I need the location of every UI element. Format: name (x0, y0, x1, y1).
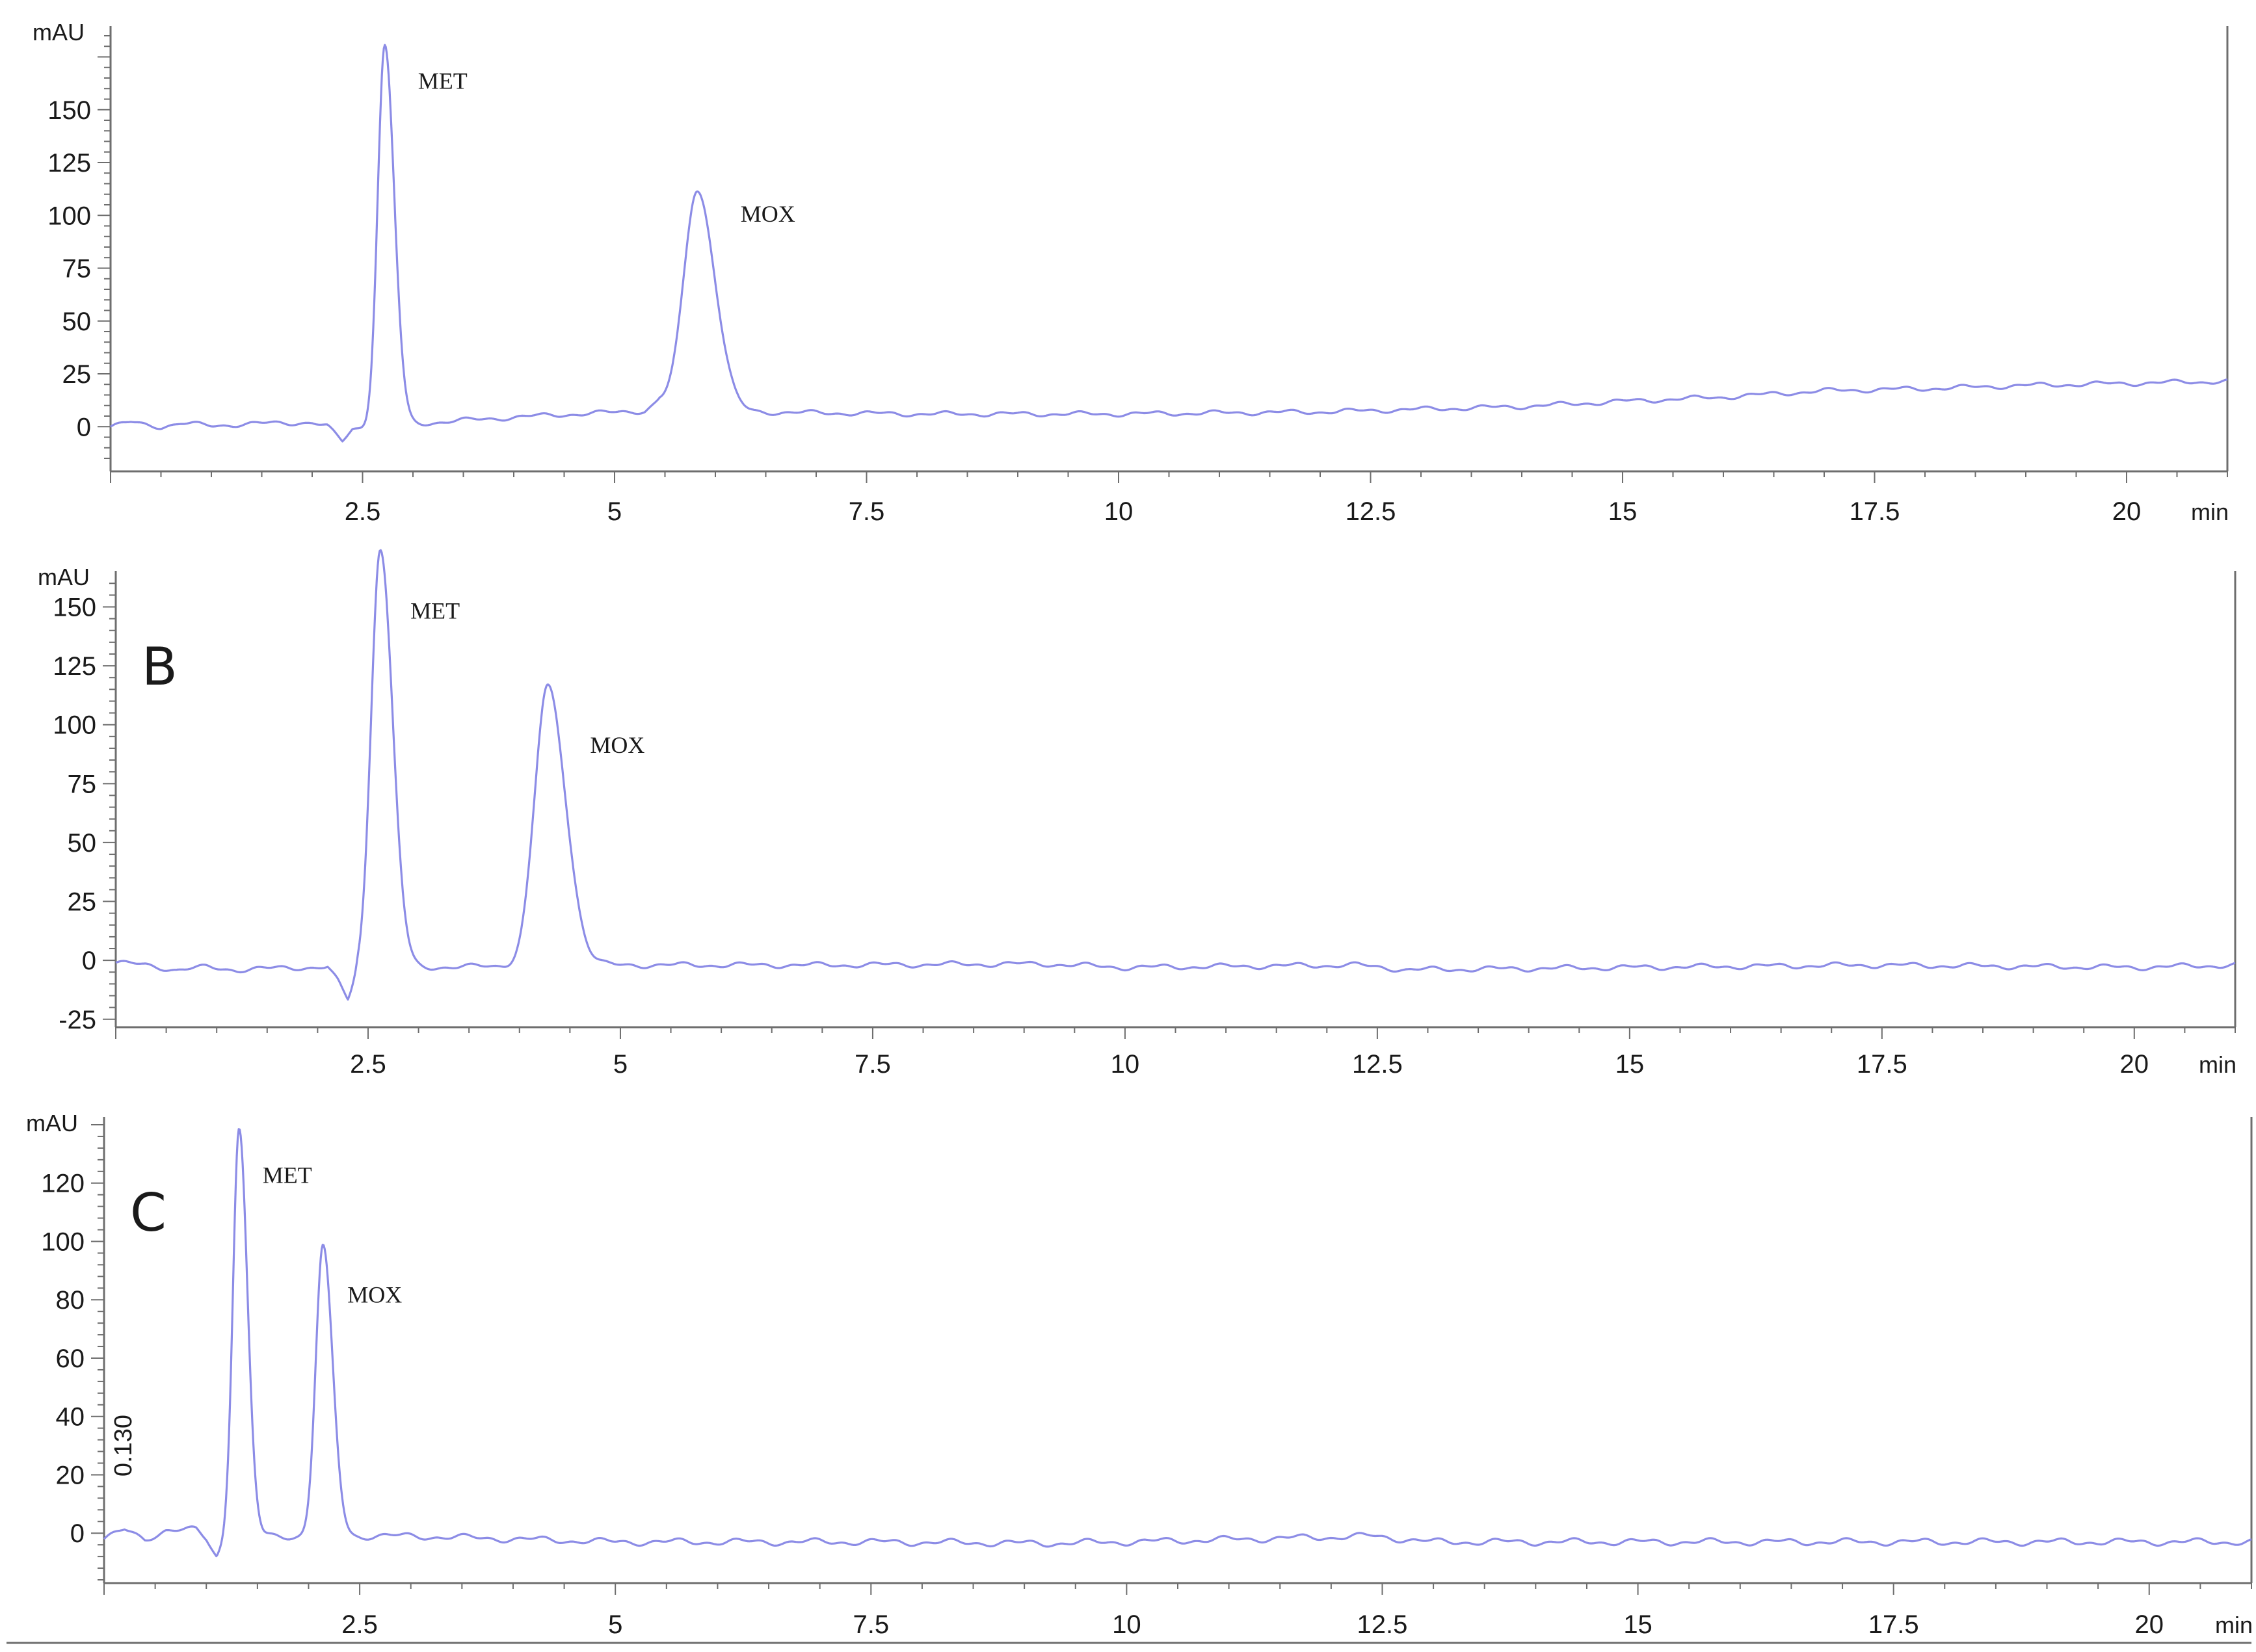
chromatogram-trace (115, 549, 2236, 1001)
x-tick-label: 2.5 (341, 1610, 378, 1639)
x-tick-label: 12.5 (1352, 1050, 1403, 1079)
x-tick-label: 7.5 (853, 1610, 889, 1639)
side-value-label: 0.130 (110, 1415, 137, 1476)
y-tick-label: 25 (68, 888, 97, 917)
peak-label-mox: MOX (590, 732, 644, 758)
x-tick-label: 12.5 (1357, 1610, 1408, 1639)
y-tick-label: 20 (56, 1461, 85, 1489)
x-tick-label: 17.5 (1857, 1050, 1907, 1079)
y-tick-label: 25 (62, 360, 92, 389)
x-tick-label: 10 (1111, 1050, 1140, 1079)
y-tick-label: 100 (47, 202, 91, 230)
y-tick-label: 150 (47, 96, 91, 125)
y-tick-label: 80 (56, 1286, 85, 1315)
peak-label-met: MET (418, 68, 468, 94)
y-axis-label: mAU (26, 1110, 78, 1136)
x-tick-label: 5 (613, 1050, 628, 1079)
x-tick-label: 20 (2120, 1050, 2149, 1079)
y-tick-label: 50 (68, 829, 97, 858)
x-tick-label: 20 (2135, 1610, 2164, 1639)
y-tick-label: 0 (70, 1519, 85, 1548)
x-tick-label: 15 (1615, 1050, 1645, 1079)
x-tick-label: 2.5 (345, 497, 381, 526)
chart-panel-3: 2.5 5 7.5 10 12.5 15 17.5 20 min 0 20 40 60 80 100 120 m… (26, 1110, 2253, 1639)
x-tick-label: 15 (1623, 1610, 1652, 1639)
chromatogram-trace (103, 1128, 2252, 1558)
chart-panel-2: 2.5 5 7.5 10 12.5 15 17.5 20 min -25 0 25 50 75 100 125… (38, 549, 2236, 1079)
x-unit-label: min (2191, 499, 2229, 525)
y-tick-label: 60 (56, 1344, 85, 1373)
peak-label-mox: MOX (741, 201, 795, 227)
x-tick-label: 5 (608, 1610, 622, 1639)
y-axis-label: mAU (33, 19, 85, 46)
x-tick-label: 10 (1112, 1610, 1141, 1639)
x-tick-label: 20 (2112, 497, 2142, 526)
y-tick-label: 120 (41, 1170, 85, 1198)
x-tick-label: 15 (1608, 497, 1638, 526)
y-axis-label: mAU (38, 564, 90, 590)
panel-letter: B (142, 636, 178, 697)
peak-label-mox: MOX (347, 1282, 402, 1308)
x-tick-label: 10 (1104, 497, 1134, 526)
x-unit-label: min (2199, 1051, 2236, 1078)
y-tick-label: 125 (47, 149, 91, 177)
y-tick-label: 125 (53, 652, 96, 681)
y-tick-label: 0 (82, 947, 96, 975)
y-tick-label: 50 (62, 308, 92, 336)
y-tick-label: -25 (59, 1006, 96, 1034)
y-tick-label: 150 (53, 593, 96, 622)
x-tick-label: 17.5 (1868, 1610, 1919, 1639)
y-tick-label: 0 (77, 413, 91, 441)
x-tick-label: 7.5 (849, 497, 885, 526)
chromatogram-trace (110, 44, 2228, 443)
x-tick-label: 12.5 (1346, 497, 1396, 526)
peak-label-met: MET (263, 1162, 312, 1188)
x-tick-label: 7.5 (855, 1050, 891, 1079)
chart-panel-1: 2.5 5 7.5 10 12.5 15 17.5 20 min 0 25 50 75 100 125 150… (33, 19, 2229, 526)
x-tick-label: 17.5 (1850, 497, 1900, 526)
y-tick-label: 100 (41, 1227, 85, 1256)
peak-label-met: MET (410, 598, 460, 624)
y-tick-label: 75 (62, 255, 92, 283)
y-tick-label: 40 (56, 1403, 85, 1432)
x-tick-label: 2.5 (350, 1050, 386, 1079)
x-tick-label: 5 (607, 497, 622, 526)
panel-letter: C (130, 1183, 166, 1243)
y-tick-label: 75 (68, 770, 97, 798)
y-tick-label: 100 (53, 711, 96, 740)
x-unit-label: min (2215, 1612, 2253, 1638)
